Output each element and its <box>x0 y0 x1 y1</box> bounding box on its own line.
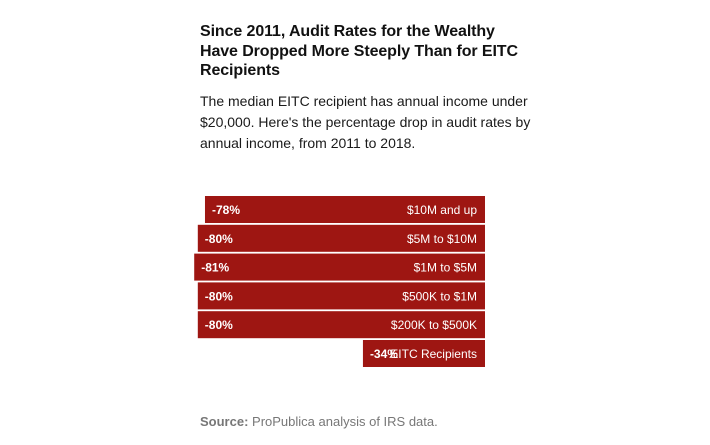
bar-group: -80% $5M to $10M <box>197 224 486 252</box>
bar-category-label: EITC Recipients <box>390 347 477 361</box>
bar-group: -34%EITC Recipients <box>362 340 485 367</box>
bar <box>362 340 485 367</box>
chart-subtitle: The median EITC recipient has annual inc… <box>200 93 531 151</box>
bar-category-label: $10M and up <box>407 203 477 217</box>
bar <box>197 282 486 310</box>
bar-value-label: -80% <box>205 318 233 332</box>
bar-category-label: $500K to $1M <box>402 289 477 303</box>
bar-value-label: -80% <box>205 232 233 246</box>
source-text: ProPublica analysis of IRS data. <box>252 414 438 429</box>
bar-group: -80% $200K to $500K <box>197 311 486 339</box>
bar-category-label: $5M to $10M <box>407 232 477 246</box>
bar <box>197 311 486 339</box>
bar-group: -81% $1M to $5M <box>194 253 485 281</box>
bar-value-label: -78% <box>212 203 240 217</box>
bar-category-label: $200K to $500K <box>391 318 477 332</box>
bar-value-label: -34% <box>370 347 398 361</box>
source-note: Source: ProPublica analysis of IRS data. <box>200 414 438 429</box>
bar <box>194 253 485 281</box>
bar-category-label: $1M to $5M <box>414 261 477 275</box>
bar <box>204 196 486 223</box>
bar <box>197 224 486 252</box>
bar-value-label: -81% <box>201 261 229 275</box>
bar-group: -80% $500K to $1M <box>197 282 486 310</box>
chart-title: Since 2011, Audit Rates for the Wealthy … <box>200 23 518 79</box>
source-label: Source: <box>200 414 249 429</box>
bar-value-label: -80% <box>205 289 233 303</box>
bar-group: -78% $10M and up <box>204 196 486 223</box>
